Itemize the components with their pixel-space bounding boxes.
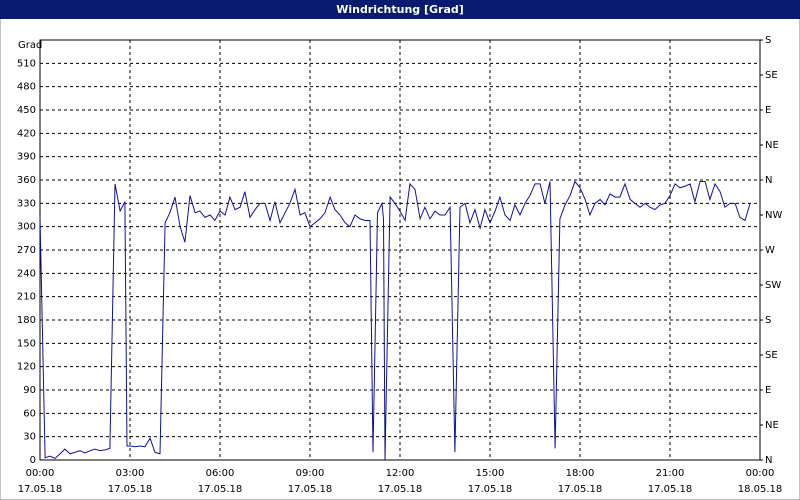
y-tick-label: 330 (17, 198, 36, 209)
y-tick-label: 270 (17, 245, 36, 256)
x-tick-label: 15:00 (476, 468, 505, 479)
y-tick-label: 150 (17, 338, 36, 349)
x-tick-label: 21:00 (656, 468, 685, 479)
y-tick-label: 120 (17, 362, 36, 373)
x-tick-date: 17.05.18 (18, 484, 63, 495)
x-tick-date: 17.05.18 (558, 484, 603, 495)
y-tick-label: 450 (17, 105, 36, 116)
x-tick-label: 09:00 (296, 468, 325, 479)
y2-tick-label: NE (765, 140, 779, 151)
y2-tick-label: SW (765, 280, 781, 291)
x-tick-date: 17.05.18 (468, 484, 513, 495)
y2-tick-label: SE (765, 350, 778, 361)
x-tick-date: 17.05.18 (378, 484, 423, 495)
y2-tick-label: NW (765, 210, 782, 221)
x-tick-date: 17.05.18 (108, 484, 153, 495)
y2-tick-label: E (765, 385, 771, 396)
chart-title: Windrichtung [Grad] (336, 3, 464, 16)
y-tick-label: 480 (17, 82, 36, 93)
x-tick-label: 06:00 (206, 468, 235, 479)
x-tick-date: 17.05.18 (198, 484, 243, 495)
x-tick-label: 00:00 (746, 468, 775, 479)
y2-tick-label: S (765, 315, 771, 326)
y2-tick-label: E (765, 105, 771, 116)
y-tick-label: 30 (23, 432, 36, 443)
title-bar (0, 0, 800, 19)
y-tick-label: 300 (17, 222, 36, 233)
y2-tick-label: W (765, 245, 775, 256)
x-tick-date: 17.05.18 (648, 484, 693, 495)
x-tick-label: 03:00 (116, 468, 145, 479)
y-tick-label: 60 (23, 408, 36, 419)
x-tick-label: 00:00 (26, 468, 55, 479)
x-tick-date: 17.05.18 (288, 484, 333, 495)
data-line (39, 180, 751, 461)
y-tick-label: 390 (17, 152, 36, 163)
y-tick-label: 210 (17, 292, 36, 303)
y2-tick-label: SE (765, 70, 778, 81)
y-axis-label: Grad (18, 40, 42, 51)
y2-tick-label: S (765, 35, 771, 46)
y-tick-label: 420 (17, 128, 36, 139)
y-tick-label: 180 (17, 315, 36, 326)
y-tick-label: 240 (17, 268, 36, 279)
y-tick-label: 510 (17, 58, 36, 69)
y2-tick-label: N (765, 175, 772, 186)
y2-tick-label: N (765, 455, 772, 466)
x-tick-label: 12:00 (386, 468, 415, 479)
y2-tick-label: NE (765, 420, 779, 431)
y-tick-label: 90 (23, 385, 36, 396)
x-tick-label: 18:00 (566, 468, 595, 479)
y-tick-label: 0 (30, 455, 36, 466)
x-tick-date: 18.05.18 (738, 484, 783, 495)
y-tick-label: 360 (17, 175, 36, 186)
